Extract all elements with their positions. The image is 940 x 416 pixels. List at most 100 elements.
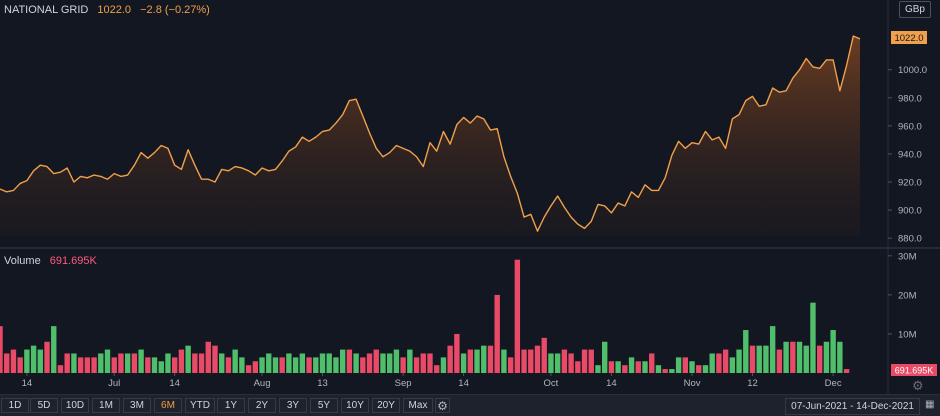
volume-bar [172,357,178,374]
volume-bar [635,361,641,373]
price-tick-label: 940.0 [898,149,922,160]
volume-bar [649,353,655,373]
range-5y-button[interactable]: 5Y [310,398,338,413]
volume-bar [803,345,809,373]
volume-bar [346,349,353,373]
range-10d-button[interactable]: 10D [61,398,89,413]
price-change: −2.8 (−0.27%) [140,4,210,16]
volume-axis[interactable]: 10M 20M 30M [888,251,917,340]
volume-bar [763,345,769,373]
volume-bar [669,369,675,373]
volume-bar [219,353,225,373]
volume-bar [77,357,84,374]
volume-bar [239,357,245,374]
volume-bar [843,369,850,373]
volume-bar [749,345,756,373]
last-price-tag [891,31,927,44]
volume-bar [756,345,762,373]
volume-bar [198,353,205,373]
volume-bar [736,349,742,373]
range-toolbar: 1D 5D 10D 1M 3M 6M YTD 1Y 2Y 3Y 5Y 10Y 2… [0,394,940,416]
volume-bar [205,341,211,373]
volume-bar [447,345,453,373]
volume-bar [602,341,608,373]
volume-bar [339,349,346,373]
volume-bar [192,353,198,373]
volume-bar [440,357,447,374]
range-max-button[interactable]: Max [403,398,433,413]
volume-bar [541,337,547,373]
price-tick-label: 900.0 [898,206,922,217]
last-price-text: 1022.0 [894,33,923,44]
volume-bar [151,357,158,374]
range-ytd-button[interactable]: YTD [185,398,215,413]
time-tick-label: 14 [169,378,180,389]
volume-bar [360,357,366,374]
volume-bar [319,353,326,373]
volume-bar [454,333,460,373]
volume-bar [118,353,124,373]
range-5d-button[interactable]: 5D [30,398,58,413]
range-1y-button[interactable]: 1Y [217,398,245,413]
volume-bar [326,353,332,373]
range-3y-button[interactable]: 3Y [279,398,307,413]
price-tick-label: 920.0 [898,178,922,189]
range-1d-button[interactable]: 1D [1,398,29,413]
volume-bar [84,357,91,374]
volume-bar [460,353,467,373]
time-tick-label: Jul [108,378,120,389]
volume-bar [722,349,729,373]
volume-bar [507,357,514,374]
range-3m-button[interactable]: 3M [123,398,151,413]
range-2y-button[interactable]: 2Y [248,398,276,413]
price-tick-label: 980.0 [898,93,922,104]
range-20y-button[interactable]: 20Y [372,398,400,413]
volume-tick-label: 10M [898,329,917,340]
volume-bar [729,357,736,374]
volume-bar [30,345,37,373]
currency-unit-button[interactable]: GBp [899,1,931,18]
volume-bar [165,353,171,373]
volume-bar [675,357,682,374]
settings-icon[interactable]: ⚙ [912,378,924,393]
volume-bar [790,341,796,373]
volume-bar [776,349,783,373]
time-axis[interactable]: 14 Jul 14 Aug 13 Sep 14 Oct 14 Nov 12 Dec [22,373,842,389]
volume-bar [420,353,426,373]
date-range-display[interactable]: 07-Jun-2021 - 14-Dec-2021 [785,398,920,415]
time-tick-label: 14 [458,378,469,389]
volume-bar [10,349,17,373]
volume-bar [481,345,487,373]
volume-bar [245,365,252,373]
range-10y-button[interactable]: 10Y [341,398,369,413]
range-6m-button[interactable]: 6M [154,398,182,413]
volume-bar [98,353,104,373]
volume-bar [467,349,474,373]
symbol-name: NATIONAL GRID [4,4,89,16]
volume-bar [266,353,272,373]
gear-icon[interactable]: ⚙ [435,398,450,413]
price-axis[interactable]: 880.0 900.0 920.0 940.0 960.0 980.0 1000.0 [888,65,927,245]
volume-bar [642,361,648,373]
volume-bar [823,341,830,373]
volume-bar [796,341,803,373]
price-pane[interactable] [0,35,861,236]
volume-bar [64,353,70,373]
volume-bar [588,349,594,373]
volume-bar [259,357,265,374]
volume-bar [286,353,292,373]
volume-bar [682,357,689,374]
volume-bar [387,353,393,373]
volume-pane[interactable] [0,259,850,374]
volume-value: 691.695K [49,255,97,267]
volume-bar [427,353,433,373]
volume-bar [830,330,836,373]
volume-bar [709,353,715,373]
volume-label: Volume [4,255,41,267]
volume-bar [716,353,722,373]
calendar-icon[interactable]: ▦ [925,399,935,410]
range-1m-button[interactable]: 1M [92,398,120,413]
volume-bar [0,326,3,374]
price-tick-label: 1000.0 [898,65,927,76]
